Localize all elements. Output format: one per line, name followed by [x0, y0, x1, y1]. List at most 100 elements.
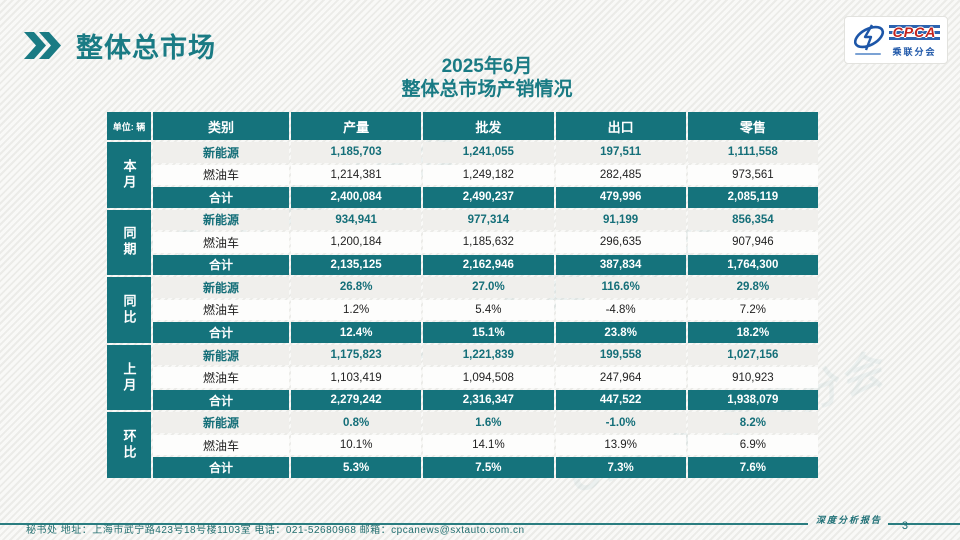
footer-rule-left	[0, 523, 808, 525]
table-cell: 2,162,946	[423, 254, 554, 276]
column-header: 零售	[687, 112, 818, 140]
logo-subtext: 乘联分会	[892, 47, 937, 57]
table-cell: 1.2%	[291, 299, 422, 321]
table-cell: 116.6%	[555, 277, 686, 298]
table-cell: 7.2%	[687, 299, 818, 321]
table-cell: 199,558	[555, 344, 686, 366]
table-cell: 282,485	[555, 164, 686, 186]
report-type-label: 深度分析报告	[815, 515, 882, 525]
table-cell: 934,941	[291, 209, 422, 231]
page-number: 3	[901, 520, 908, 532]
slide-header: 整体总市场	[24, 26, 216, 65]
report-title-line1: 2025年6月	[441, 56, 533, 77]
table-cell: 91,199	[555, 209, 686, 231]
table-cell: 0.8%	[291, 412, 422, 433]
report-title-line2: 整体总市场产销情况	[401, 79, 573, 100]
cpca-logo: CPCA 乘联分会	[844, 16, 948, 64]
table-cell: -1.0%	[555, 412, 686, 433]
group-label: 上月	[107, 344, 151, 411]
table-cell: 910,923	[687, 367, 818, 388]
table-cell: 26.8%	[291, 277, 422, 298]
table-cell: 7.6%	[687, 457, 818, 478]
group-label: 本月	[107, 142, 151, 208]
table-cell: 27.0%	[423, 277, 554, 298]
table-cell: 479,996	[555, 187, 686, 208]
table-cell: 1,938,079	[687, 389, 818, 411]
table-cell: 8.2%	[687, 412, 818, 433]
table-cell: 2,400,084	[291, 187, 422, 208]
table-cell: 973,561	[687, 164, 818, 186]
table-cell: 10.1%	[291, 434, 422, 456]
row-category: 合计	[153, 187, 289, 208]
row-category: 燃油车	[153, 299, 289, 321]
table-cell: 2,316,347	[423, 389, 554, 411]
table-cell: 1,185,703	[291, 142, 422, 163]
table-cell: 1,175,823	[291, 344, 422, 366]
table-cell: 1,214,381	[291, 164, 422, 186]
cpca-swoosh-icon	[853, 24, 884, 55]
table-cell: 1,027,156	[687, 344, 818, 366]
double-chevron-icon	[24, 32, 61, 59]
column-header: 出口	[555, 112, 686, 140]
row-category: 新能源	[153, 277, 289, 298]
report-title: 2025年6月 整体总市场产销情况	[107, 55, 867, 101]
table-cell: 14.1%	[423, 434, 554, 456]
footer-rule: 深度分析报告	[0, 513, 960, 526]
table-cell: 977,314	[423, 209, 554, 231]
table-cell: 247,964	[555, 367, 686, 388]
table-cell: 387,834	[555, 254, 686, 276]
table-cell: 1,764,300	[687, 254, 818, 276]
row-category: 合计	[153, 322, 289, 343]
row-category: 燃油车	[153, 367, 289, 388]
group-label: 环比	[107, 412, 151, 478]
logo-text: CPCA	[892, 24, 937, 40]
table-cell: 296,635	[555, 232, 686, 253]
table-cell: 2,490,237	[423, 187, 554, 208]
unit-label: 单位: 辆	[107, 112, 151, 140]
table-cell: 1,221,839	[423, 344, 554, 366]
logo-stripes: CPCA	[889, 22, 941, 44]
page-title: 整体总市场	[76, 33, 216, 63]
table-cell: 447,522	[555, 389, 686, 411]
table-cell: -4.8%	[555, 299, 686, 321]
row-category: 新能源	[153, 344, 289, 366]
table-cell: 29.8%	[687, 277, 818, 298]
group-label: 同比	[107, 277, 151, 343]
footer-contact: 秘书处 地址：上海市武宁路423号18号楼1103室 电话：021-526809…	[26, 525, 525, 536]
table-cell: 5.4%	[423, 299, 554, 321]
table-cell: 2,135,125	[291, 254, 422, 276]
table-cell: 856,354	[687, 209, 818, 231]
row-category: 燃油车	[153, 164, 289, 186]
column-header: 产量	[291, 112, 422, 140]
table-cell: 6.9%	[687, 434, 818, 456]
table-cell: 197,511	[555, 142, 686, 163]
table-cell: 1,200,184	[291, 232, 422, 253]
row-category: 燃油车	[153, 232, 289, 253]
table-cell: 12.4%	[291, 322, 422, 343]
table-cell: 1.6%	[423, 412, 554, 433]
column-header: 批发	[423, 112, 554, 140]
row-category: 燃油车	[153, 434, 289, 456]
row-category: 新能源	[153, 209, 289, 231]
row-category: 合计	[153, 254, 289, 276]
table-cell: 1,241,055	[423, 142, 554, 163]
table-cell: 2,085,119	[687, 187, 818, 208]
column-header: 类别	[153, 112, 289, 140]
table-cell: 13.9%	[555, 434, 686, 456]
table-cell: 15.1%	[423, 322, 554, 343]
table-cell: 907,946	[687, 232, 818, 253]
table-cell: 1,185,632	[423, 232, 554, 253]
table-cell: 5.3%	[291, 457, 422, 478]
group-label: 同期	[107, 209, 151, 276]
table-cell: 1,249,182	[423, 164, 554, 186]
table-cell: 23.8%	[555, 322, 686, 343]
footer-rule-right	[888, 523, 960, 525]
table-cell: 7.3%	[555, 457, 686, 478]
market-table: 单位: 辆 类别 产量 批发 出口 零售 本月 新能源 1,185,703 1,…	[107, 112, 818, 478]
table-cell: 1,094,508	[423, 367, 554, 388]
table-cell: 2,279,242	[291, 389, 422, 411]
table-cell: 1,103,419	[291, 367, 422, 388]
row-category: 新能源	[153, 412, 289, 433]
table-cell: 7.5%	[423, 457, 554, 478]
table-cell: 1,111,558	[687, 142, 818, 163]
